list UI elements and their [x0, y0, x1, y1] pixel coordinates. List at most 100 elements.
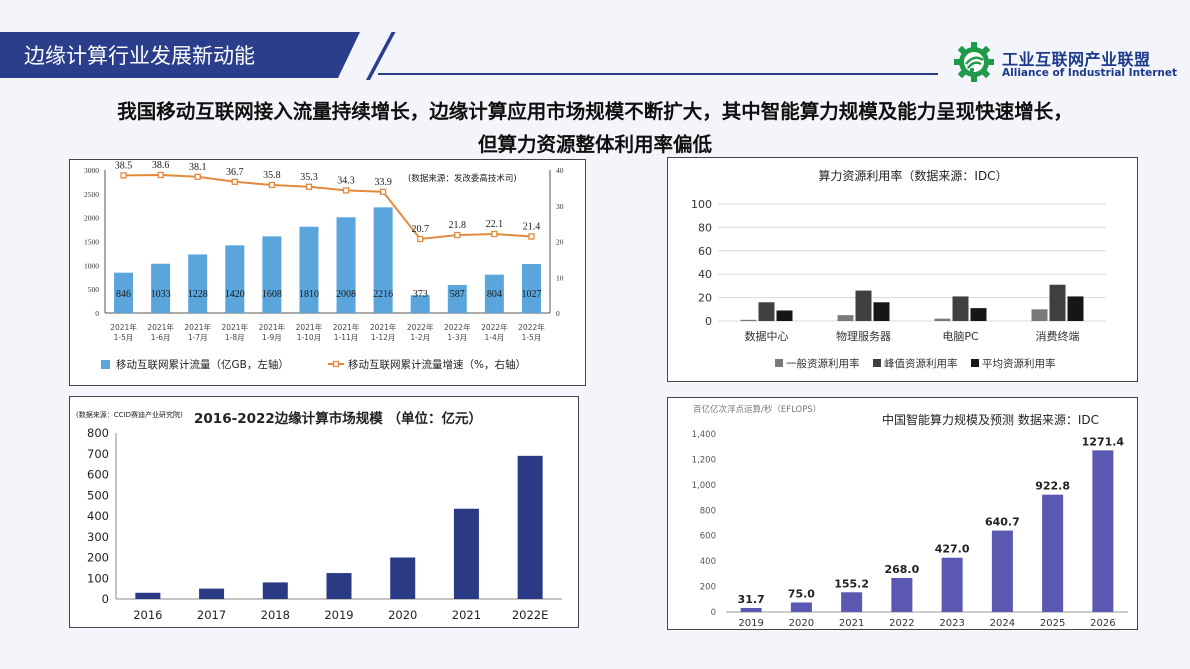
x-tick-label: 1-8月 [225, 333, 245, 342]
growth-point [305, 183, 313, 190]
x-tick-label: 1-9月 [262, 333, 282, 342]
utilization-bar [873, 302, 890, 321]
x-tick-label: 1-10月 [297, 333, 322, 342]
compute-bar-label: 31.7 [738, 593, 765, 606]
growth-label: 20.7 [411, 224, 429, 235]
legend-swatch [873, 359, 881, 367]
utilization-bar [1049, 284, 1066, 321]
y-tick-label: 800 [700, 506, 716, 516]
y-tick-label-left: 1000 [84, 261, 99, 270]
legend-swatch-bar [101, 360, 110, 369]
compute-bar-label: 1271.4 [1082, 435, 1125, 448]
legend-label: 一般资源利用率 [786, 357, 860, 370]
traffic-bar-label: 2008 [336, 289, 356, 300]
growth-point [194, 173, 201, 180]
traffic-bar [299, 226, 319, 313]
utilization-bar [1031, 309, 1048, 321]
traffic-bar [225, 245, 245, 313]
utilization-bar [970, 308, 987, 321]
utilization-bar [837, 315, 854, 321]
x-tick-label: 2021 [452, 608, 481, 622]
market-bar [517, 455, 543, 599]
compute-bar-label: 155.2 [834, 577, 869, 590]
x-tick-label: 2020 [789, 618, 814, 629]
growth-point [528, 233, 535, 240]
traffic-bar [373, 207, 393, 313]
x-tick-label: 1-4月 [485, 333, 505, 342]
growth-label: 34.3 [337, 175, 355, 186]
x-tick-label: 2022年 [444, 322, 471, 332]
page-title: 边缘计算行业发展新动能 [24, 44, 255, 68]
y-tick-label-right: 0 [556, 309, 560, 318]
x-tick-label: 1-3月 [447, 333, 467, 342]
x-tick-label: 2025 [1040, 618, 1065, 629]
y-tick-label: 0 [102, 592, 109, 606]
market-bar [453, 508, 479, 599]
y-tick-label-right: 40 [556, 166, 564, 175]
x-tick-label: 1-7月 [188, 333, 208, 342]
x-tick-label: 2021年 [259, 322, 286, 332]
utilization-bar [952, 296, 969, 321]
y-tick-label: 400 [700, 557, 716, 567]
x-tick-label: 2022年 [481, 322, 508, 332]
compute-bar-label: 922.8 [1035, 480, 1070, 493]
x-tick-label: 2021年 [370, 322, 397, 332]
compute-bar-label: 268.0 [884, 563, 919, 576]
traffic-bar-label: 587 [450, 289, 465, 300]
logo-text-cn: 工业互联网产业联盟 [1002, 50, 1151, 69]
chart-title: 中国智能算力规模及预测 数据来源：IDC [882, 412, 1099, 427]
x-tick-label: 2021年 [333, 322, 360, 332]
headline-line-1: 我国移动互联网接入流量持续增长，边缘计算应用市场规模不断扩大，其中智能算力规模及… [117, 100, 1073, 123]
compute-bar [1092, 450, 1114, 612]
x-tick-label: 2018 [261, 608, 290, 622]
source-note: (数据来源：CCID赛迪产业研究院) [76, 410, 183, 419]
y-tick-label: 800 [87, 426, 109, 440]
edge-market-chart: (数据来源：CCID赛迪产业研究院) 2016-2022边缘计算市场规模 （单位：… [76, 410, 562, 622]
x-tick-label: 1-5月 [114, 333, 134, 342]
traffic-bar [188, 254, 208, 313]
y-tick-label-left: 1500 [84, 238, 99, 247]
growth-point [120, 172, 127, 179]
compute-bar [1042, 494, 1064, 612]
traffic-bar-label: 1228 [188, 289, 208, 300]
legend-label: 平均资源利用率 [982, 357, 1056, 370]
traffic-bar-label: 1420 [225, 289, 245, 300]
y-tick-label-right: 10 [556, 273, 564, 282]
growth-point [491, 230, 498, 238]
market-bar [390, 557, 416, 599]
market-bar [326, 573, 352, 599]
y-tick-label: 700 [87, 447, 109, 461]
y-tick-label: 300 [87, 530, 109, 544]
headline-line-2: 但算力资源整体利用率偏低 [477, 133, 712, 156]
growth-label: 35.3 [300, 172, 318, 183]
y-tick-label: 0 [711, 608, 716, 618]
x-tick-label: 2022E [512, 608, 549, 622]
traffic-bar-label: 1608 [262, 289, 282, 300]
y-tick-label-right: 30 [556, 202, 564, 211]
traffic-bar-label: 373 [413, 289, 428, 300]
growth-label: 22.1 [486, 219, 504, 230]
legend-label: 峰值资源利用率 [884, 357, 958, 370]
growth-label: 21.4 [523, 221, 541, 232]
growth-point [454, 231, 461, 239]
growth-label: 33.9 [374, 177, 392, 188]
utilization-chart: 算力资源利用率（数据来源：IDC） 0 20 40 60 80 100 数据中心 物理服务器 电脑… [691, 168, 1106, 370]
traffic-bar-label: 846 [116, 289, 131, 300]
x-tick-label: 2020 [388, 608, 417, 622]
y-tick-label: 0 [705, 315, 712, 328]
x-tick-label: 2021年 [184, 322, 211, 332]
growth-label: 38.1 [189, 162, 207, 173]
utilization-bar [776, 310, 793, 321]
growth-label: 38.6 [152, 160, 170, 171]
x-tick-label: 2023 [939, 618, 964, 629]
x-tick-label: 电脑PC [942, 330, 979, 343]
market-bar [135, 592, 161, 599]
y-tick-label-left: 2000 [84, 214, 99, 223]
utilization-chart-panel: 算力资源利用率（数据来源：IDC） 0 20 40 60 80 100 数据中心 物理服务器 电脑… [667, 157, 1138, 382]
market-bar [262, 582, 288, 599]
growth-label: 38.5 [115, 160, 132, 171]
x-tick-label: 2019 [738, 618, 763, 629]
compute-bar [841, 592, 863, 612]
x-tick-label: 1-2月 [410, 333, 430, 342]
y-tick-label: 200 [700, 583, 716, 593]
